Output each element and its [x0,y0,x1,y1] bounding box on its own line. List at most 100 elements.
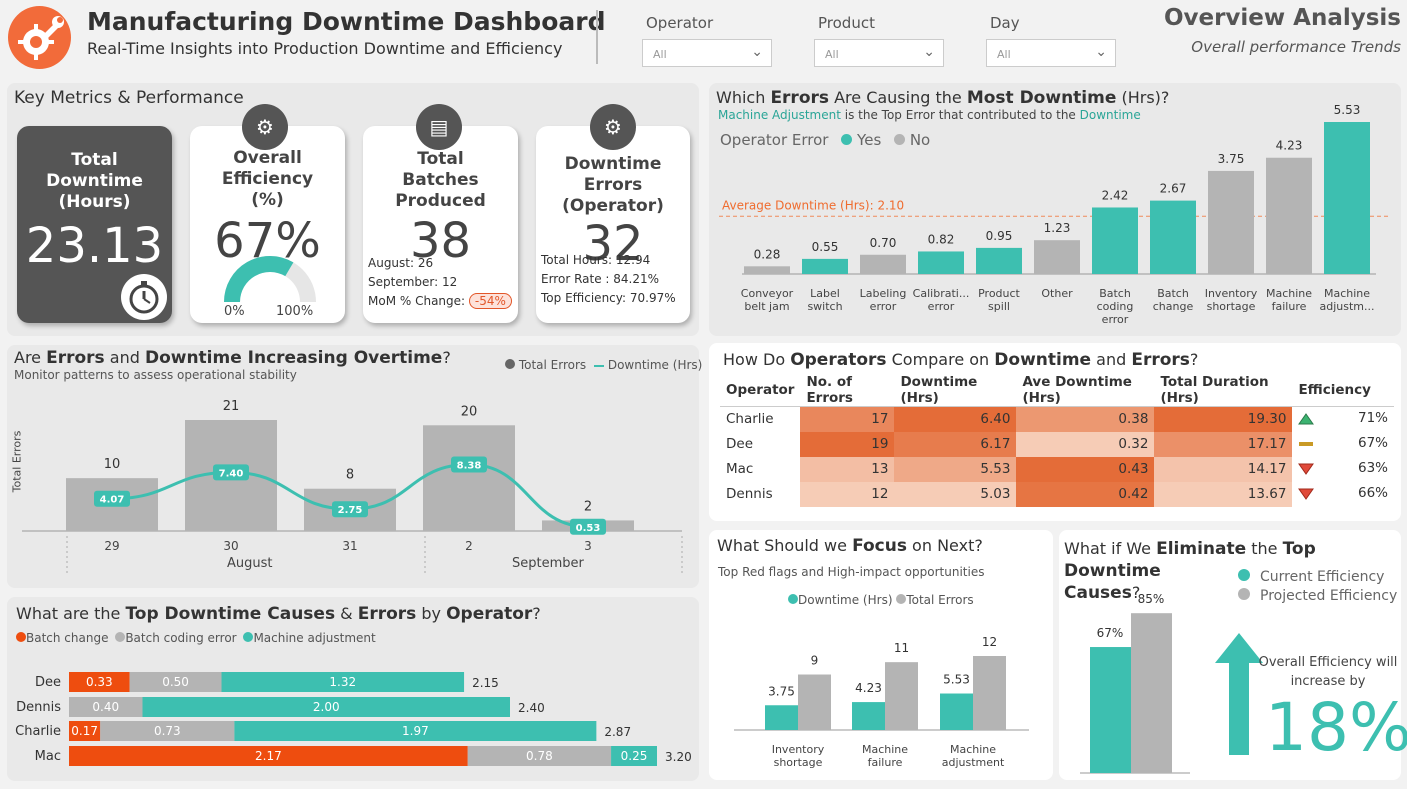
tick-label: Label [810,287,840,300]
batches-sep-label: September: [368,275,439,289]
causes-chart: Dee 0.33 0.50 1.32 2.15 Dennis 0.40 2.00 2.40 Cha… [15,672,692,766]
subtitle-text: is the Top Error that contributed to the [840,108,1080,122]
downtime-label-bg [213,464,249,481]
col-errors[interactable]: No. of Errors [800,374,895,407]
cell-ave: 0.43 [1016,456,1155,482]
legend-dot-teal [243,632,254,642]
slicer-day-value: All [997,48,1011,61]
cell-total: 17.17 [1154,431,1293,457]
kpi-total-downtime: Total Downtime (Hours) 23.13 [17,126,172,323]
legend-machine-adj: Machine adjustment [253,631,376,645]
title-part: and [1091,350,1132,369]
batches-mom-label: MoM % Change: [368,294,466,308]
whatif-title: What if We Eliminate the Top Downtime Cau… [1064,538,1384,604]
month-september: September [512,556,584,571]
title-part: the [1246,539,1283,558]
legend-yes[interactable]: Yes [841,131,881,149]
tick-label: 31 [342,539,357,553]
legend-projected: Projected Efficiency [1260,588,1398,604]
tick-label: 3 [584,539,592,553]
kpi-batches-title: Total Batches Produced [395,149,486,211]
data-label: 4.23 [1276,139,1303,153]
slicer-day[interactable]: All ⌄ [986,39,1116,67]
arrow-up-icon [1215,633,1263,755]
downtime-label-bg [94,490,130,507]
bar-segment [69,746,468,766]
legend-line-teal [594,364,604,367]
tick-label: Labeling [860,287,907,300]
col-efficiency[interactable]: Efficiency [1292,374,1394,407]
data-label: 8 [346,468,354,483]
tick-label: Calibrati... [913,287,970,300]
downtime-label: 8.38 [457,461,482,472]
title-part: Errors [357,604,417,624]
title-part: Downtime [994,350,1092,370]
kpi-efficiency-title: Overall Efficiency (%) [221,148,314,210]
title-part: Eliminate [1156,539,1247,559]
chevron-down-icon: ⌄ [1095,44,1107,60]
category-label: Dennis [16,700,61,715]
table-row[interactable]: Dee 19 6.17 0.32 17.17 67% [720,431,1394,457]
kpi-batches: Total Batches Produced 38 August: 26 Sep… [363,126,518,323]
data-label: 67% [1097,626,1124,640]
title-part: Which [716,88,771,107]
efficiency-value: 66% [1357,484,1388,501]
trend-title: Are Errors and Downtime Increasing Overt… [14,348,451,368]
table-row[interactable]: Dennis 12 5.03 0.42 13.67 66% [720,481,1394,507]
legend-no[interactable]: No [894,131,930,149]
focus-subtitle: Top Red flags and High-impact opportunit… [718,565,985,579]
table-row[interactable]: Mac 13 5.53 0.43 14.17 63% [720,456,1394,482]
title-part: and [104,348,145,367]
slicer-product[interactable]: All ⌄ [814,39,944,67]
data-label: 0.40 [92,700,119,714]
header-divider [596,10,598,64]
trend-flat-icon [1298,438,1314,454]
data-label: 0.95 [986,229,1013,243]
total-label: 2.40 [518,701,545,715]
col-ave-downtime[interactable]: Ave Downtime (Hrs) [1016,374,1155,407]
errors-hours-label: Total Hours: [541,253,613,267]
slicer-operator[interactable]: All ⌄ [642,39,772,67]
overview-title: Overview Analysis [1163,5,1401,31]
category-label: Dee [35,675,61,690]
tick-label: error [1102,313,1129,326]
data-label: 1.23 [1044,221,1071,235]
col-total-duration[interactable]: Total Duration (Hrs) [1154,374,1293,407]
bar [918,251,964,274]
tick-label: adjustm... [1320,300,1375,313]
category-label: Mac [35,749,61,764]
errors-downtime-chart: Average Downtime (Hrs): 2.10 0.28 Conveyor… [719,103,1389,326]
slicer-day-label: Day [990,14,1020,32]
downtime-label-bg [332,501,368,518]
legend-errors: Total Errors [906,593,974,607]
title-part: Errors [1131,350,1190,370]
legend-dot-orange [16,632,26,642]
data-label: 0.50 [162,675,189,689]
downtime-label-bg [451,456,487,473]
bar-segment [142,697,510,717]
tick-label: coding [1097,300,1134,313]
table-row[interactable]: Charlie 17 6.40 0.38 19.30 71% [720,406,1394,432]
total-label: 2.87 [604,725,631,739]
data-label: 2 [584,499,592,514]
bar [885,662,918,730]
tick-label: 2 [465,539,473,553]
kpi-batches-value: 38 [409,213,472,269]
legend-downtime-label: Downtime (Hrs) [607,358,703,372]
downtime-label: 4.07 [100,495,125,506]
tick-label: switch [807,300,842,313]
data-label: 0.73 [154,724,181,738]
bar [1208,170,1254,274]
bar-segment [129,672,222,692]
cell-downtime: 6.17 [894,431,1017,457]
col-downtime[interactable]: Downtime (Hrs) [894,374,1017,407]
focus-panel [709,530,1053,780]
legend-batch-coding: Batch coding error [125,631,237,645]
tick-label: Conveyor [741,287,794,300]
data-label: 0.82 [928,232,955,246]
cell-errors: 17 [800,406,895,432]
col-operator[interactable]: Operator [720,374,801,407]
bar-segment [221,672,465,692]
legend-yes-label: Yes [857,131,882,149]
data-label: 0.25 [621,749,648,763]
